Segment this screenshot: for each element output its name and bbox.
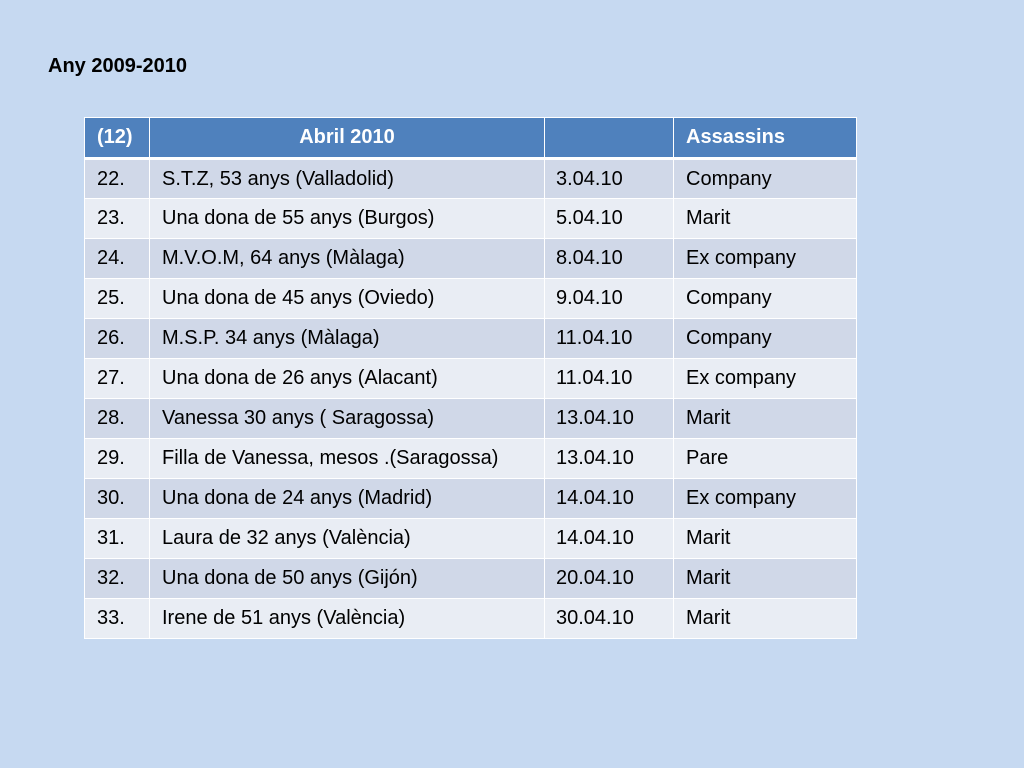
row-assassin: Marit (673, 518, 857, 559)
row-victim: Una dona de 24 anys (Madrid) (149, 478, 545, 519)
row-assassin: Ex company (673, 478, 857, 519)
row-victim: M.S.P. 34 anys (Màlaga) (149, 318, 545, 359)
row-victim: Filla de Vanessa, mesos .(Saragossa) (149, 438, 545, 479)
table-row: 25. Una dona de 45 anys (Oviedo) 9.04.10 C… (84, 278, 857, 319)
row-assassin: Marit (673, 198, 857, 239)
row-date: 3.04.10 (544, 158, 674, 199)
row-victim: Vanessa 30 anys ( Saragossa) (149, 398, 545, 439)
table-row: 30. Una dona de 24 anys (Madrid) 14.04.10 E… (84, 478, 857, 519)
row-number: 32. (84, 558, 150, 599)
row-number: 24. (84, 238, 150, 279)
row-assassin: Company (673, 158, 857, 199)
table-row: 24. M.V.O.M, 64 anys (Màlaga) 8.04.10 Ex c… (84, 238, 857, 279)
data-table: (12) Abril 2010 Assassins 22. S.T.Z, 53 a… (84, 117, 857, 639)
header-row: (12) Abril 2010 Assassins (84, 117, 857, 160)
row-assassin: Marit (673, 558, 857, 599)
row-number: 27. (84, 358, 150, 399)
row-number: 25. (84, 278, 150, 319)
row-victim: Una dona de 55 anys (Burgos) (149, 198, 545, 239)
slide-title: Any 2009-2010 (48, 55, 187, 77)
row-assassin: Company (673, 278, 857, 319)
row-victim: M.V.O.M, 64 anys (Màlaga) (149, 238, 545, 279)
table-row: 28. Vanessa 30 anys ( Saragossa) 13.04.10 M… (84, 398, 857, 439)
row-date: 20.04.10 (544, 558, 674, 599)
row-assassin: Pare (673, 438, 857, 479)
row-assassin: Marit (673, 598, 857, 639)
row-date: 9.04.10 (544, 278, 674, 319)
row-assassin: Ex company (673, 358, 857, 399)
row-date: 30.04.10 (544, 598, 674, 639)
row-number: 23. (84, 198, 150, 239)
row-victim: Una dona de 45 anys (Oviedo) (149, 278, 545, 319)
header-month: Abril 2010 (149, 117, 545, 160)
row-assassin: Ex company (673, 238, 857, 279)
table-row: 26. M.S.P. 34 anys (Màlaga) 11.04.10 Compan… (84, 318, 857, 359)
row-victim: Una dona de 50 anys (Gijón) (149, 558, 545, 599)
table-row: 33. Irene de 51 anys (València) 30.04.10 Ma… (84, 598, 857, 639)
header-date (544, 117, 674, 160)
row-number: 26. (84, 318, 150, 359)
table-row: 27. Una dona de 26 anys (Alacant) 11.04.10… (84, 358, 857, 399)
row-number: 30. (84, 478, 150, 519)
row-date: 14.04.10 (544, 478, 674, 519)
table-body: 22. S.T.Z, 53 anys (Valladolid) 3.04.10 Co… (84, 158, 857, 639)
row-victim: Laura de 32 anys (València) (149, 518, 545, 559)
row-number: 33. (84, 598, 150, 639)
table-header: (12) Abril 2010 Assassins (84, 117, 857, 160)
header-assassins: Assassins (673, 117, 857, 160)
row-number: 29. (84, 438, 150, 479)
table-row: 22. S.T.Z, 53 anys (Valladolid) 3.04.10 Co… (84, 158, 857, 199)
row-victim: Irene de 51 anys (València) (149, 598, 545, 639)
row-victim: Una dona de 26 anys (Alacant) (149, 358, 545, 399)
row-date: 13.04.10 (544, 438, 674, 479)
row-number: 22. (84, 158, 150, 199)
table-row: 31. Laura de 32 anys (València) 14.04.10 Ma… (84, 518, 857, 559)
row-date: 8.04.10 (544, 238, 674, 279)
row-assassin: Marit (673, 398, 857, 439)
table-row: 32. Una dona de 50 anys (Gijón) 20.04.10 Ma… (84, 558, 857, 599)
row-number: 31. (84, 518, 150, 559)
row-date: 14.04.10 (544, 518, 674, 559)
row-assassin: Company (673, 318, 857, 359)
table-row: 23. Una dona de 55 anys (Burgos) 5.04.10 M… (84, 198, 857, 239)
row-date: 11.04.10 (544, 318, 674, 359)
row-date: 11.04.10 (544, 358, 674, 399)
row-number: 28. (84, 398, 150, 439)
table-row: 29. Filla de Vanessa, mesos .(Saragossa) 1… (84, 438, 857, 479)
row-date: 13.04.10 (544, 398, 674, 439)
row-date: 5.04.10 (544, 198, 674, 239)
header-number: (12) (84, 117, 150, 160)
row-victim: S.T.Z, 53 anys (Valladolid) (149, 158, 545, 199)
